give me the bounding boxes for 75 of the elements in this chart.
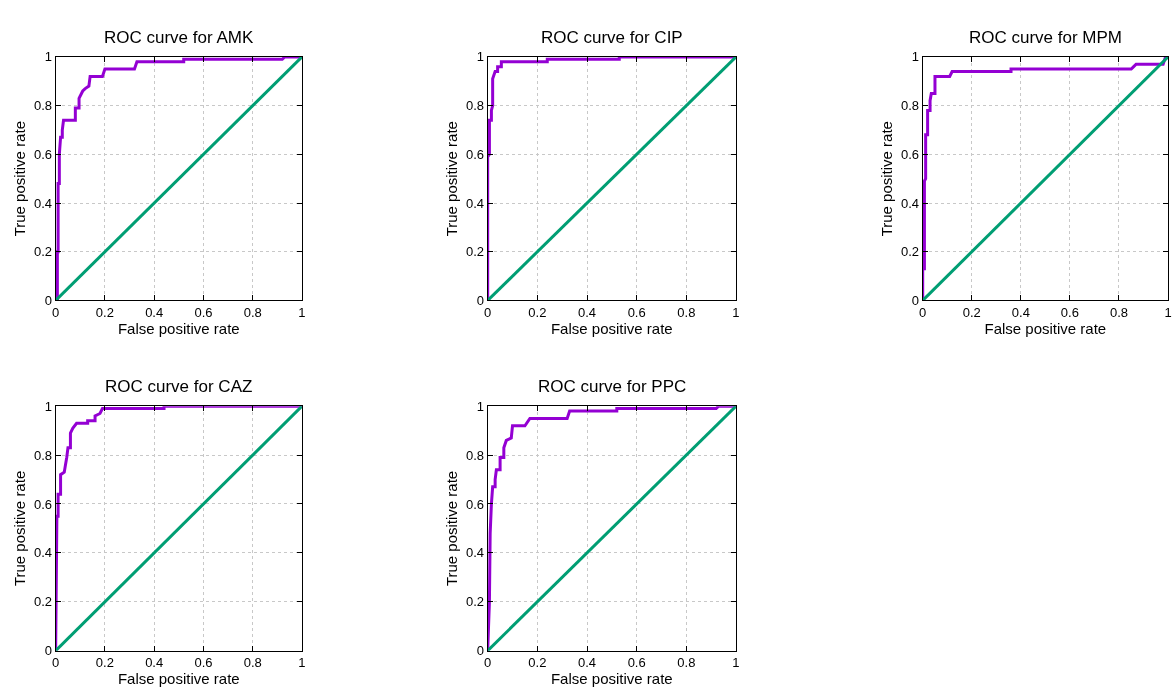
x-tick-label: 0.6 <box>194 655 213 671</box>
x-tick-label: 0.8 <box>677 305 696 321</box>
y-axis-title: True positive rate <box>878 121 896 237</box>
line-series <box>487 406 736 651</box>
x-axis-title: False positive rate <box>550 670 673 688</box>
x-axis-title: False positive rate <box>984 320 1107 338</box>
y-tick-label: 0.4 <box>33 545 53 561</box>
y-tick-label: 0.4 <box>33 195 53 211</box>
y-tick-label: 0.4 <box>466 545 485 561</box>
y-tick-label: 0.4 <box>466 195 485 211</box>
chart-title: ROC curve for CIP <box>541 28 683 47</box>
y-tick-label: 0.6 <box>466 146 485 162</box>
y-tick-label: 0.4 <box>901 195 920 211</box>
x-tick-label: 1 <box>732 655 740 671</box>
x-axis-title: False positive rate <box>117 670 240 688</box>
y-tick-label: 0.6 <box>33 496 53 512</box>
x-tick-label: 0.4 <box>145 655 164 671</box>
y-tick-label: 1 <box>476 398 485 414</box>
x-tick-label: 0.6 <box>627 655 646 671</box>
x-tick-label: 0.6 <box>627 305 646 321</box>
y-tick-label: 0 <box>911 293 920 309</box>
chart-title: ROC curve for MPM <box>969 28 1123 47</box>
x-tick-label: 0.8 <box>243 305 262 321</box>
line-series <box>487 56 736 301</box>
x-tick-label: 0.2 <box>528 655 547 671</box>
x-tick-label: 0.2 <box>95 655 114 671</box>
line-series <box>55 56 302 301</box>
x-tick-label: 0.2 <box>962 305 981 321</box>
line-series <box>55 406 302 651</box>
y-tick-label: 0.8 <box>901 98 920 114</box>
y-tick-label: 0.6 <box>466 496 485 512</box>
x-tick-label: 0.4 <box>577 655 597 671</box>
y-tick-label: 0.2 <box>33 594 53 610</box>
chart-title: ROC curve for AMK <box>104 28 254 47</box>
y-tick-label: 0.8 <box>466 447 485 463</box>
y-axis-title: True positive rate <box>443 470 461 587</box>
y-tick-label: 0.2 <box>33 244 53 260</box>
x-tick-label: 0.2 <box>528 305 547 321</box>
y-tick-label: 0.6 <box>33 146 53 162</box>
y-axis-title: True positive rate <box>11 121 29 237</box>
x-tick-label: 0.6 <box>194 305 213 321</box>
x-tick-label: 1 <box>732 305 740 321</box>
y-tick-label: 0.2 <box>466 244 485 260</box>
y-tick-label: 0.6 <box>901 146 920 162</box>
x-axis-title: False positive rate <box>117 320 240 338</box>
chart-title: ROC curve for CAZ <box>105 377 253 396</box>
x-tick-label: 0.8 <box>243 655 262 671</box>
x-tick-label: 0.8 <box>677 655 696 671</box>
y-tick-label: 1 <box>476 49 485 65</box>
x-tick-label: 0.2 <box>95 305 114 321</box>
x-tick-label: 0.6 <box>1060 305 1079 321</box>
y-tick-label: 0 <box>44 293 53 309</box>
x-tick-label: 0.8 <box>1109 305 1128 321</box>
y-tick-label: 1 <box>911 49 920 65</box>
x-tick-label: 0.4 <box>1011 305 1030 321</box>
y-axis-title: True positive rate <box>443 121 461 237</box>
x-tick-label: 1 <box>1164 305 1172 321</box>
x-tick-label: 1 <box>298 655 306 671</box>
y-tick-label: 1 <box>44 49 53 65</box>
line-series <box>922 56 1169 301</box>
y-tick-label: 0.8 <box>33 98 53 114</box>
y-tick-label: 0.2 <box>466 594 485 610</box>
y-tick-label: 0.8 <box>466 98 485 114</box>
y-tick-label: 0.2 <box>901 244 920 260</box>
x-tick-label: 0.4 <box>577 305 597 321</box>
chart-title: ROC curve for PPC <box>538 377 687 396</box>
y-axis-title: True positive rate <box>11 470 29 587</box>
y-tick-label: 0.8 <box>33 447 53 463</box>
x-axis-title: False positive rate <box>550 320 673 338</box>
x-tick-label: 0.4 <box>145 305 164 321</box>
y-tick-label: 1 <box>44 398 53 414</box>
x-tick-label: 1 <box>298 305 306 321</box>
y-tick-label: 0 <box>476 643 485 659</box>
y-tick-label: 0 <box>476 293 485 309</box>
y-tick-label: 0 <box>44 643 53 659</box>
